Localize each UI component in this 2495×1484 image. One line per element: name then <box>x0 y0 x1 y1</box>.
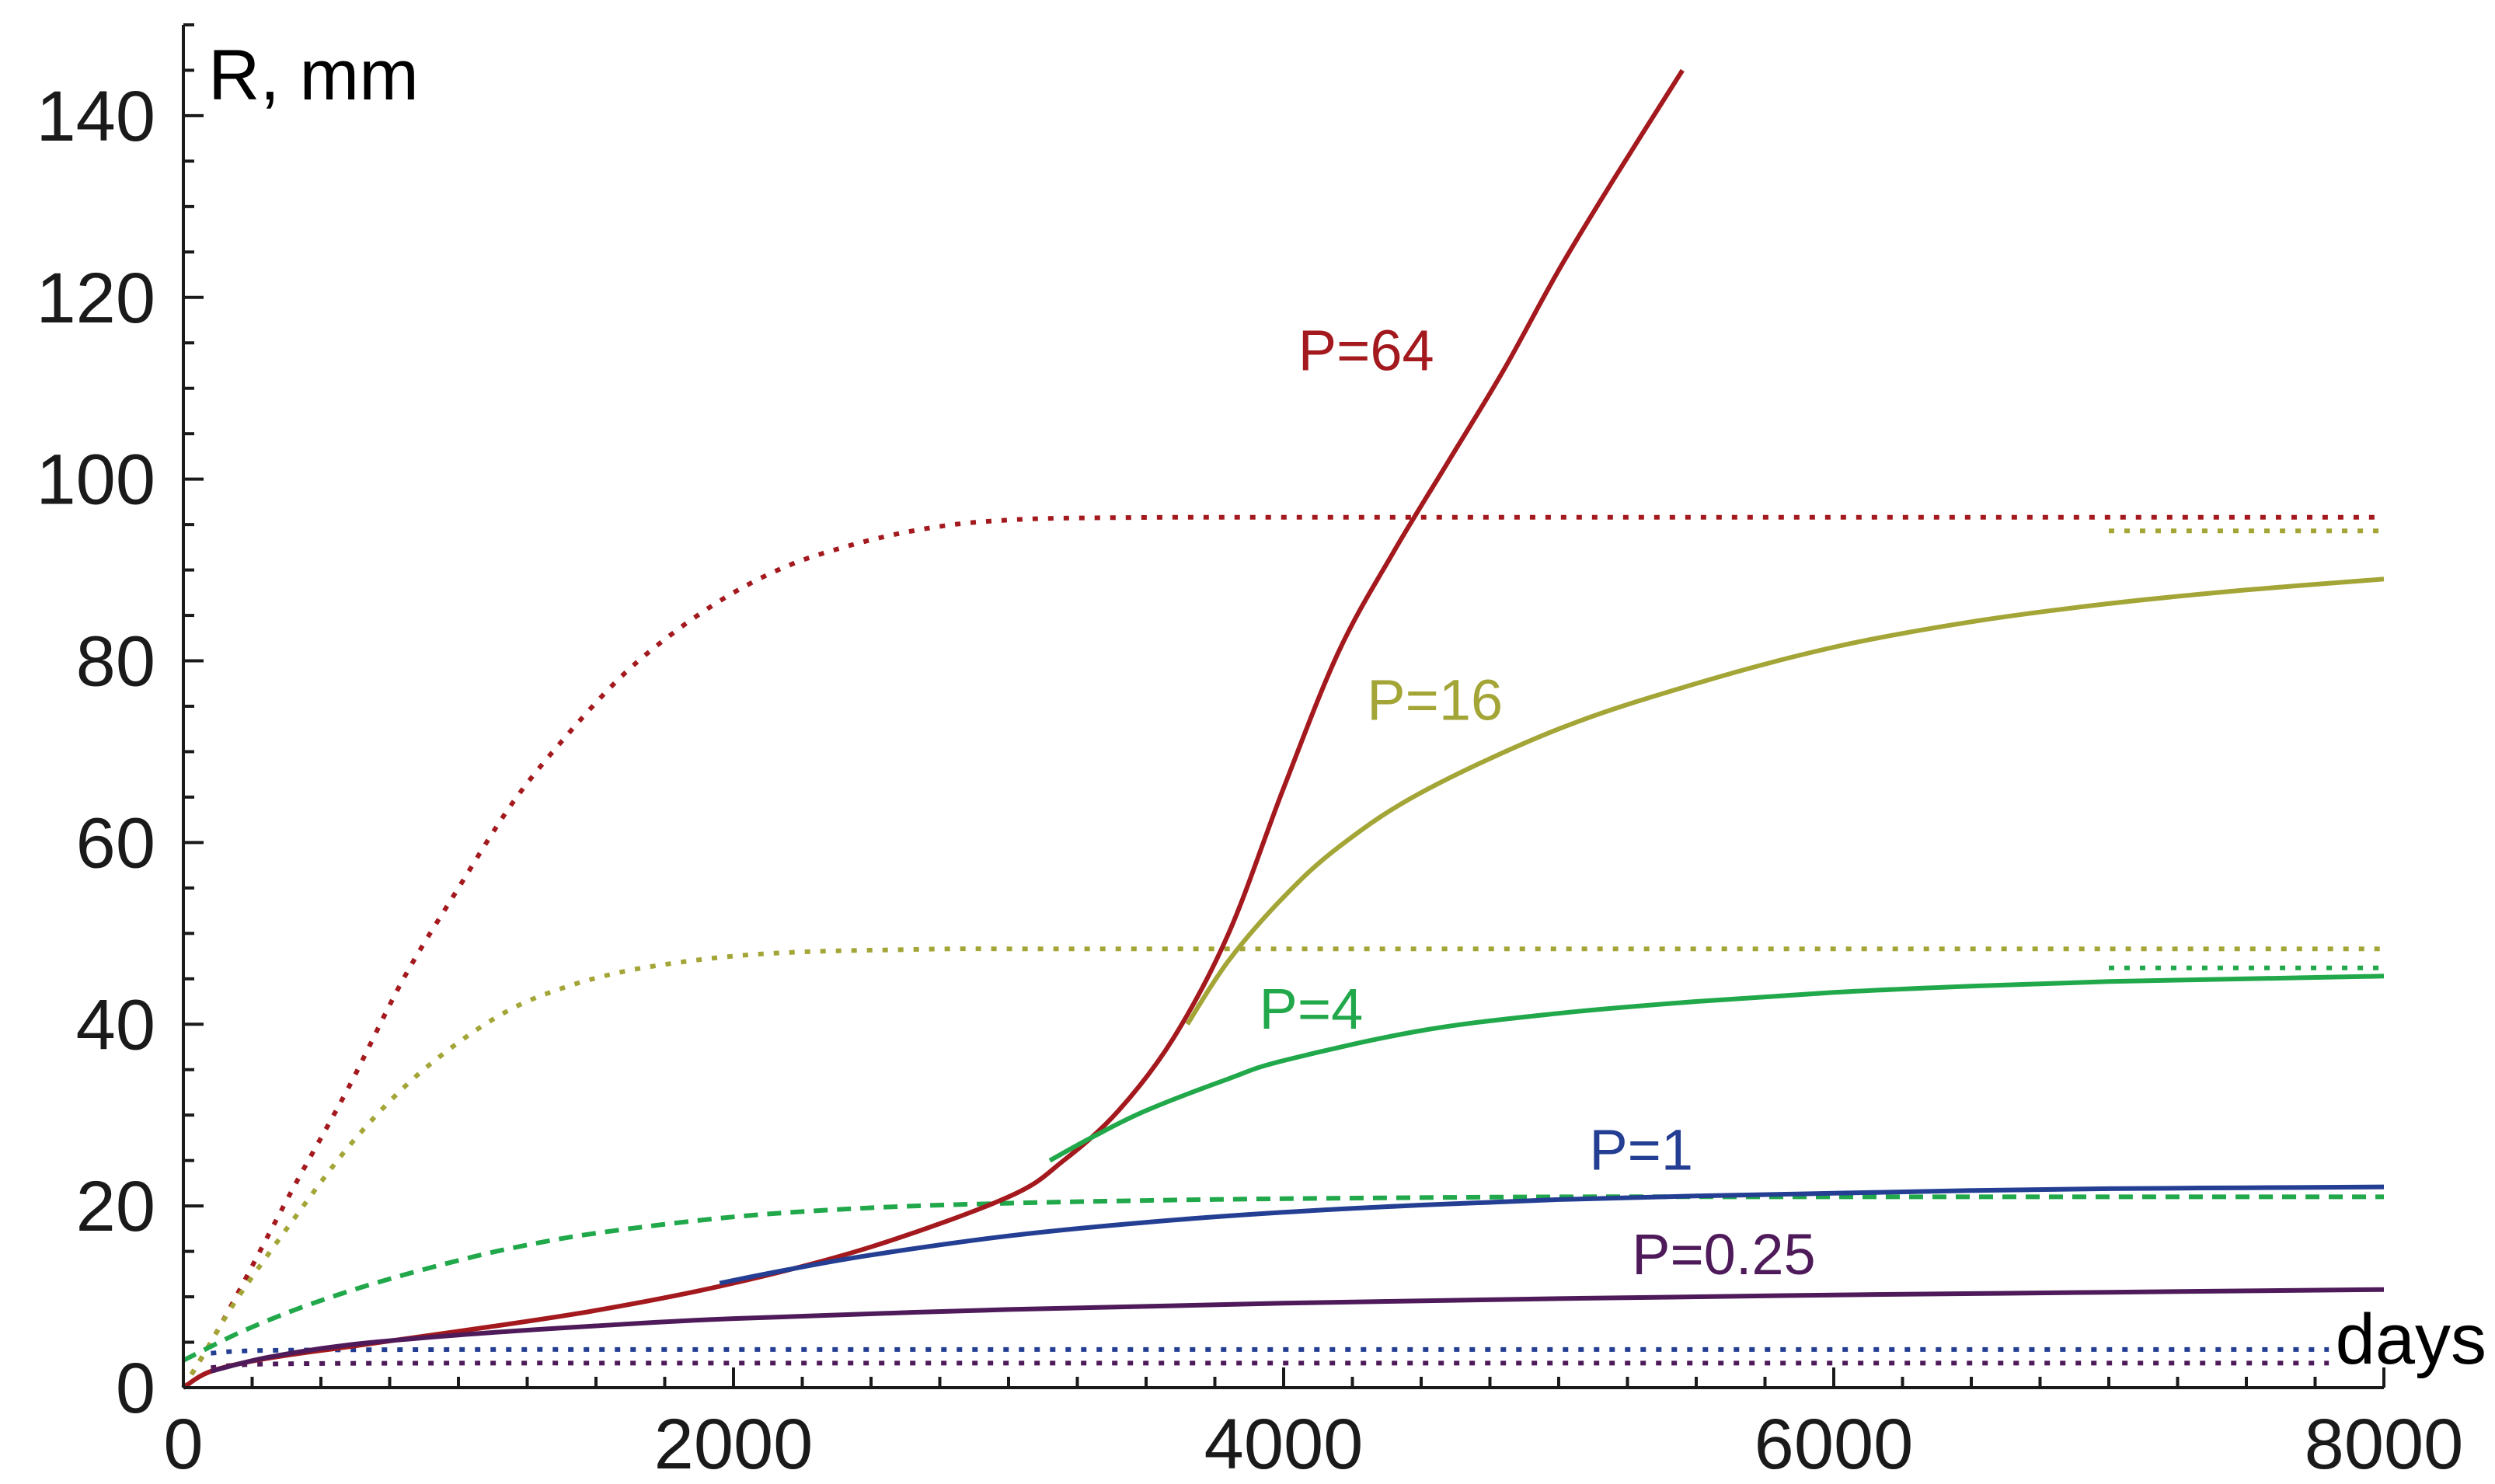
series-line-p-16-dotted <box>181 946 2384 1389</box>
y-axis-label: R, mm <box>208 36 419 115</box>
series-line-p-64-solid <box>182 68 1685 1390</box>
y-tick-label: 60 <box>76 803 155 883</box>
x-tick-label: 4000 <box>1204 1405 1364 1484</box>
y-tick-label: 140 <box>37 77 156 156</box>
x-tick-label: 2000 <box>654 1405 814 1484</box>
series-label-p-64: P=64 <box>1298 318 1434 382</box>
series-line-p-1-solid <box>719 1184 2385 1286</box>
y-tick-label: 40 <box>76 985 155 1064</box>
y-tick-label: 80 <box>76 622 155 702</box>
series-line-p-1-dotted <box>211 1346 2329 1356</box>
x-tick-label: 0 <box>163 1405 203 1484</box>
y-tick-label: 20 <box>76 1167 155 1246</box>
y-tick-label: 100 <box>37 441 156 520</box>
y-tick-label: 120 <box>37 259 156 338</box>
x-axis-label: days <box>2336 1300 2486 1379</box>
series-label-p-0-25: P=0.25 <box>1632 1222 1816 1287</box>
series-line-p-4-solid <box>1048 974 2385 1163</box>
series-line-p-4-dashed <box>182 1194 2384 1363</box>
series-line-p-16-solid <box>1185 577 2385 1026</box>
plot-marks: P=64 P=16 P=4 P=1 P=0.25 <box>181 68 2385 1390</box>
x-tick-label: 6000 <box>1755 1405 1914 1484</box>
y-tick-label: 0 <box>116 1349 155 1428</box>
series-line-p-64-dotted <box>181 514 2384 1389</box>
series-label-p-1: P=1 <box>1589 1117 1693 1182</box>
series-line-p-0-25-solid <box>210 1287 2385 1374</box>
axes: 0 20 40 60 80 100 120 140 0 2000 4000 6000 8000 <box>37 23 2464 1484</box>
series-label-p-4: P=4 <box>1260 977 1364 1041</box>
series-label-p-16: P=16 <box>1367 668 1503 733</box>
x-tick-label: 8000 <box>2305 1405 2464 1484</box>
series-line-p-0-25-dotted <box>211 1360 2329 1371</box>
